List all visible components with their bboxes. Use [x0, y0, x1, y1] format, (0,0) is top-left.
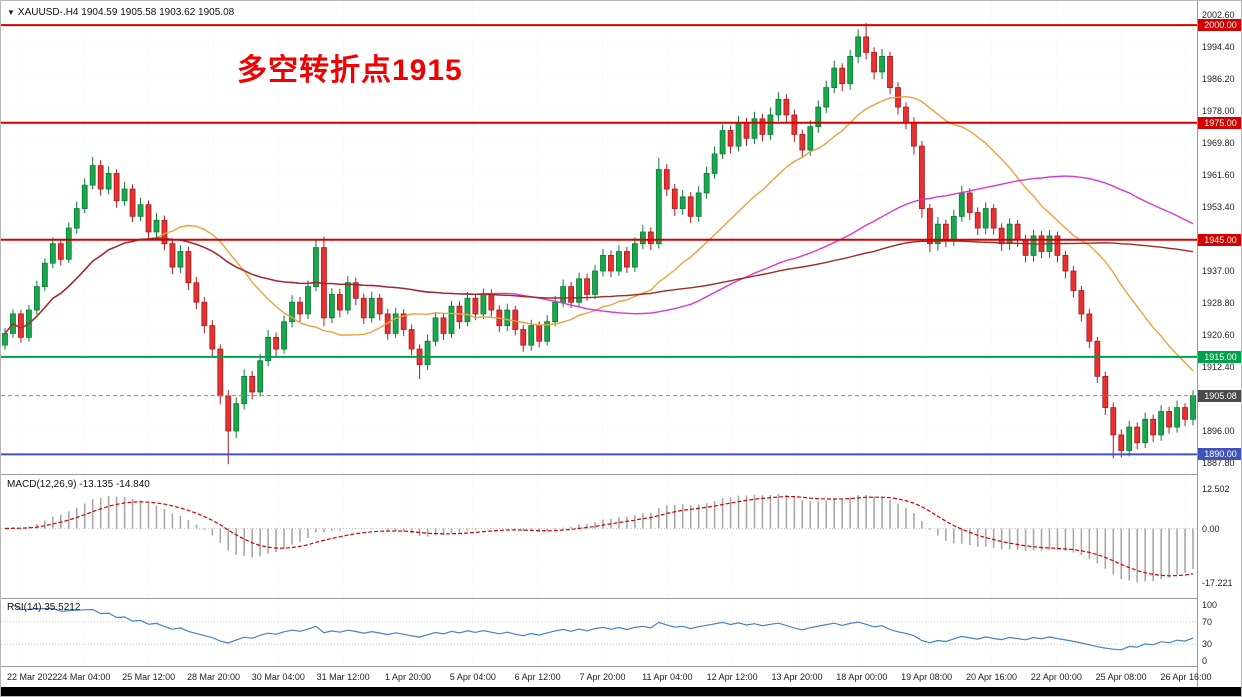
rsi-tick: 30	[1202, 639, 1213, 650]
panel-separator[interactable]	[1, 598, 1241, 599]
time-label: 6 Apr 12:00	[514, 672, 561, 682]
time-label: 5 Apr 04:00	[449, 672, 496, 682]
price-tick: 1986.20	[1202, 74, 1235, 84]
symbol-ohlc-text: XAUUSD-.H4 1904.59 1905.58 1903.62 1905.…	[17, 7, 235, 18]
price-tick: 1928.80	[1202, 298, 1235, 308]
rsi-tick: 100	[1202, 600, 1218, 610]
macd-tick: -17.221	[1202, 578, 1233, 588]
time-label: 11 Apr 04:00	[642, 672, 693, 682]
rsi-tick: 70	[1202, 616, 1213, 627]
price-tick: 1920.60	[1202, 330, 1235, 340]
level-price-badge: 2000.00	[1198, 19, 1241, 32]
time-label: 31 Mar 12:00	[316, 672, 370, 682]
price-tick: 1896.00	[1202, 426, 1235, 436]
time-label: 13 Apr 20:00	[771, 672, 823, 682]
time-label: 7 Apr 20:00	[579, 672, 626, 682]
price-tick: 1953.40	[1202, 202, 1235, 212]
panel-separator[interactable]	[1, 474, 1241, 475]
time-label: 20 Apr 16:00	[965, 672, 1018, 682]
level-price-badge: 1915.00	[1198, 350, 1241, 363]
macd-tick: 12.502	[1202, 484, 1230, 494]
macd-indicator-label: MACD(12,26,9) -13.135 -14.840	[7, 479, 150, 490]
time-label: 1 Apr 20:00	[384, 672, 432, 682]
price-axis[interactable]: 2002.60 1994.40 1986.20 1978.00 1969.80 1961.…	[1197, 1, 1241, 687]
price-tick: 1961.60	[1202, 170, 1235, 180]
chart-annotation-text: 多空转折点1915	[237, 54, 463, 87]
time-label: 24 Mar 04:00	[57, 672, 111, 682]
rsi-tick: 0	[1202, 656, 1208, 666]
time-label: 18 Apr 00:00	[836, 672, 888, 682]
price-tick: 1978.00	[1202, 106, 1235, 116]
time-label: 22 Mar 2022	[7, 672, 58, 682]
rsi-indicator-label: RSI(14) 35.5212	[7, 602, 81, 613]
level-price-badge: 1890.00	[1198, 448, 1241, 461]
price-tick: 2002.60	[1202, 10, 1235, 20]
macd-panel-canvas[interactable]	[1, 475, 1197, 598]
price-tick: 1969.80	[1202, 138, 1235, 148]
price-tick: 1937.00	[1202, 266, 1235, 276]
time-label: 26 Apr 16:00	[1160, 672, 1212, 682]
bottom-bar	[1, 687, 1241, 696]
time-axis[interactable]: 22 Mar 2022 24 Mar 04:00 25 Mar 12:00 28 Ma…	[1, 667, 1212, 687]
time-label: 25 Apr 08:00	[1095, 672, 1147, 682]
time-label: 25 Mar 12:00	[122, 672, 176, 682]
price-tick: 1994.40	[1202, 42, 1235, 52]
time-label: 22 Apr 00:00	[1030, 672, 1082, 682]
panel-separator	[1, 666, 1241, 667]
current-price-badge: 1905.08	[1198, 389, 1241, 402]
price-tick: 1887.80	[1202, 458, 1235, 468]
chevron-down-icon[interactable]: ▼	[7, 8, 15, 17]
level-price-badge: 1975.00	[1198, 116, 1241, 129]
time-label: 12 Apr 12:00	[706, 672, 758, 682]
level-price-badge: 1945.00	[1198, 233, 1241, 246]
symbol-ohlc-readout: ▼ XAUUSD-.H4 1904.59 1905.58 1903.62 1905…	[7, 7, 234, 18]
price-tick: 1912.40	[1202, 362, 1235, 372]
macd-tick: 0.00	[1202, 523, 1220, 534]
time-label: 28 Mar 20:00	[186, 672, 241, 682]
time-label: 30 Mar 04:00	[251, 672, 305, 682]
rsi-panel-canvas[interactable]	[1, 599, 1197, 666]
time-label: 19 Apr 08:00	[901, 672, 953, 682]
main-chart-canvas[interactable]	[1, 1, 1197, 474]
